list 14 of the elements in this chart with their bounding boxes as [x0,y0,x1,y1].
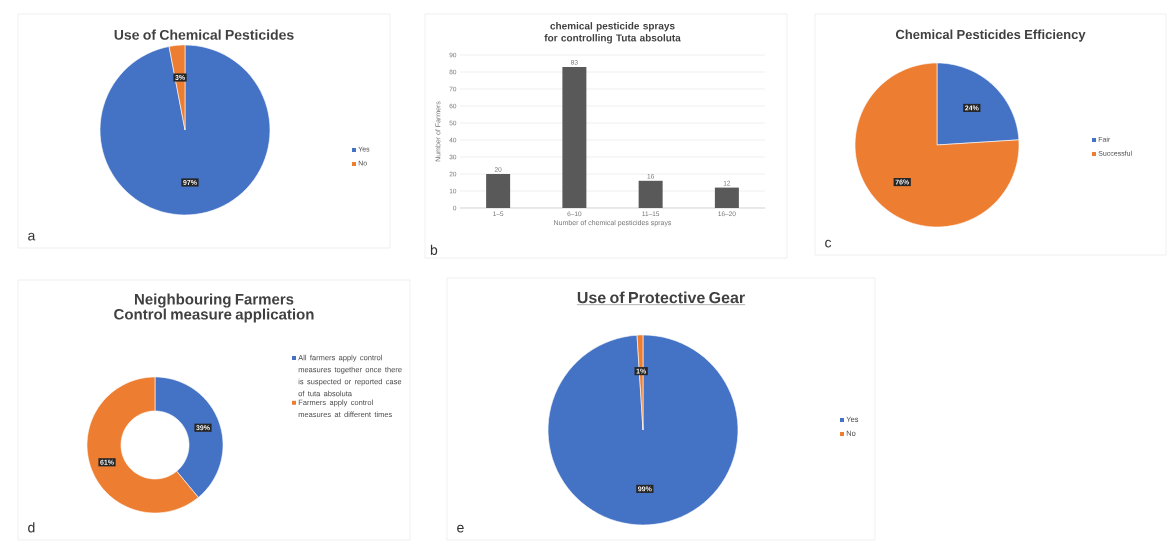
chart-title: Neighbouring Farmers Control measure application [114,293,314,323]
bar [562,66,587,208]
chart-title: Chemical Pesticides Efficiency [895,29,1086,42]
text: e [457,524,464,533]
text: a [28,232,36,241]
bar [714,187,739,208]
bar [486,174,511,208]
text: d [28,522,35,533]
text: c [825,239,832,248]
bar [638,180,663,208]
chart-title: Use of Chemical Pesticides [114,29,294,40]
chart-title: chemical pesticide sprays for controlling Tuta absoluta [544,22,681,44]
text: b [430,244,438,255]
chart-title: Use of Protective Gear [577,291,745,304]
